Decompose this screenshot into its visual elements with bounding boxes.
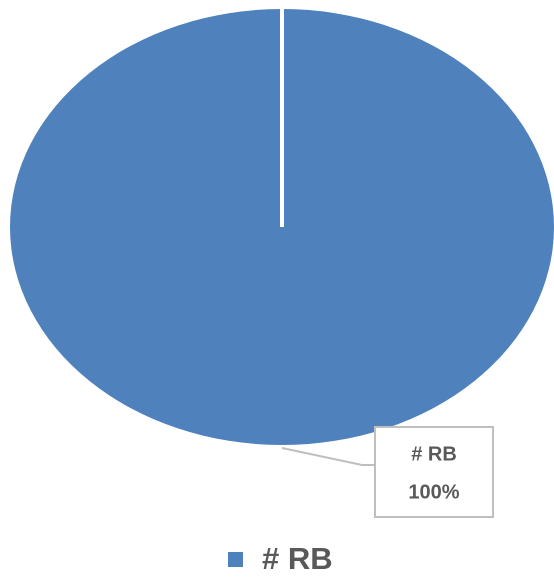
data-label-category: # RB: [411, 443, 457, 465]
data-label-box: [374, 426, 494, 518]
legend-swatch: [228, 552, 243, 567]
data-label-value: 100%: [408, 481, 459, 503]
leader-line: [281, 447, 375, 466]
legend-label: # RB: [262, 541, 333, 576]
